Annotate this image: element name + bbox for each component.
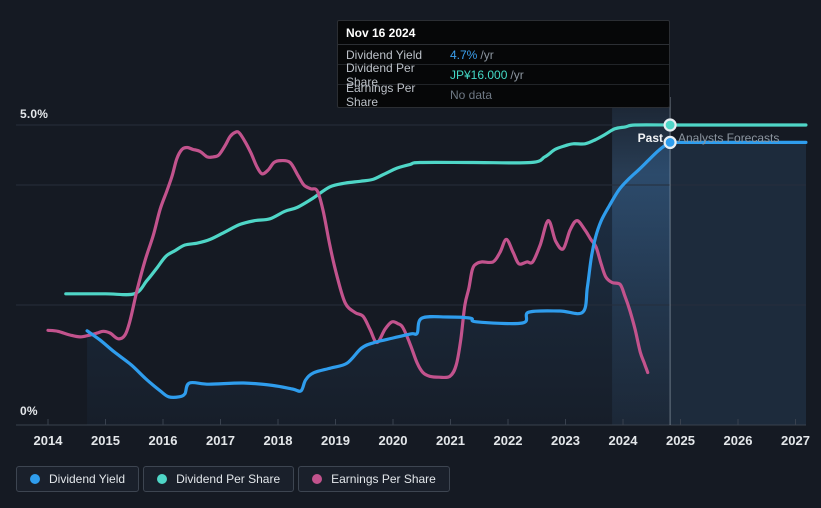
tooltip-row-value: JP¥16.000: [450, 67, 508, 82]
x-axis-label-2018: 2018: [263, 433, 293, 448]
tooltip-row: Earnings Per Share No data: [338, 81, 669, 109]
tooltip-row-label: Dividend Per Share: [346, 60, 415, 89]
chart-tooltip: Nov 16 2024 Dividend Yield 4.7%/yr Dividen…: [337, 20, 670, 109]
tooltip-row-label: Earnings Per Share: [346, 80, 416, 109]
analysts-forecasts-label: Analysts Forecasts: [678, 131, 780, 145]
legend-item-dividend-per-share[interactable]: Dividend Per Share: [143, 466, 295, 492]
legend-label: Dividend Yield: [49, 472, 126, 486]
x-axis-label-2022: 2022: [493, 433, 523, 448]
yield-area-fill: [87, 142, 671, 425]
series-line-past-2: [46, 130, 650, 380]
legend-label: Earnings Per Share: [331, 472, 436, 486]
x-axis-label-2024: 2024: [608, 433, 638, 448]
chart-legend: Dividend Yield Dividend Per Share Earnings…: [16, 466, 450, 492]
legend-dot-icon: [157, 474, 168, 484]
legend-dot-icon: [312, 474, 323, 484]
divider-marker-dot-1[interactable]: [663, 118, 677, 132]
x-axis-label-2015: 2015: [91, 433, 120, 448]
tooltip-row: Dividend Per Share JP¥16.000/yr: [338, 61, 669, 89]
x-axis-label-2025: 2025: [666, 433, 695, 448]
legend-dot-icon: [30, 474, 40, 484]
x-axis-label-2016: 2016: [148, 433, 178, 448]
y-axis-label-top: 5.0%: [20, 107, 49, 121]
series-line-past-1: [64, 123, 672, 297]
x-axis-label-2026: 2026: [723, 433, 753, 448]
x-axis-label-2027: 2027: [781, 433, 810, 448]
tooltip-row-value: 4.7%: [450, 47, 478, 62]
tooltip-row-value: No data: [450, 87, 493, 102]
legend-item-earnings-per-share[interactable]: Earnings Per Share: [298, 466, 450, 492]
legend-item-dividend-yield[interactable]: Dividend Yield: [16, 466, 140, 492]
tooltip-row: Dividend Yield 4.7%/yr: [338, 45, 669, 65]
forecast-area-fill: [670, 142, 806, 425]
divider-marker-dot-0[interactable]: [663, 135, 677, 149]
tooltip-row-unit: /yr: [510, 67, 524, 82]
x-axis-label-2021: 2021: [436, 433, 465, 448]
x-axis-label-2023: 2023: [551, 433, 580, 448]
x-axis-label-2017: 2017: [206, 433, 235, 448]
y-axis-label-bottom: 0%: [20, 404, 38, 418]
x-axis-label-2014: 2014: [33, 433, 63, 448]
tooltip-row-unit: /yr: [480, 47, 494, 62]
legend-label: Dividend Per Share: [176, 472, 281, 486]
tooltip-row-label: Dividend Yield: [346, 47, 423, 62]
series-line-past-0: [85, 140, 672, 399]
x-axis-label-2019: 2019: [321, 433, 350, 448]
past-label: Past: [637, 131, 663, 145]
x-axis-label-2020: 2020: [378, 433, 408, 448]
tooltip-date: Nov 16 2024: [338, 21, 669, 45]
